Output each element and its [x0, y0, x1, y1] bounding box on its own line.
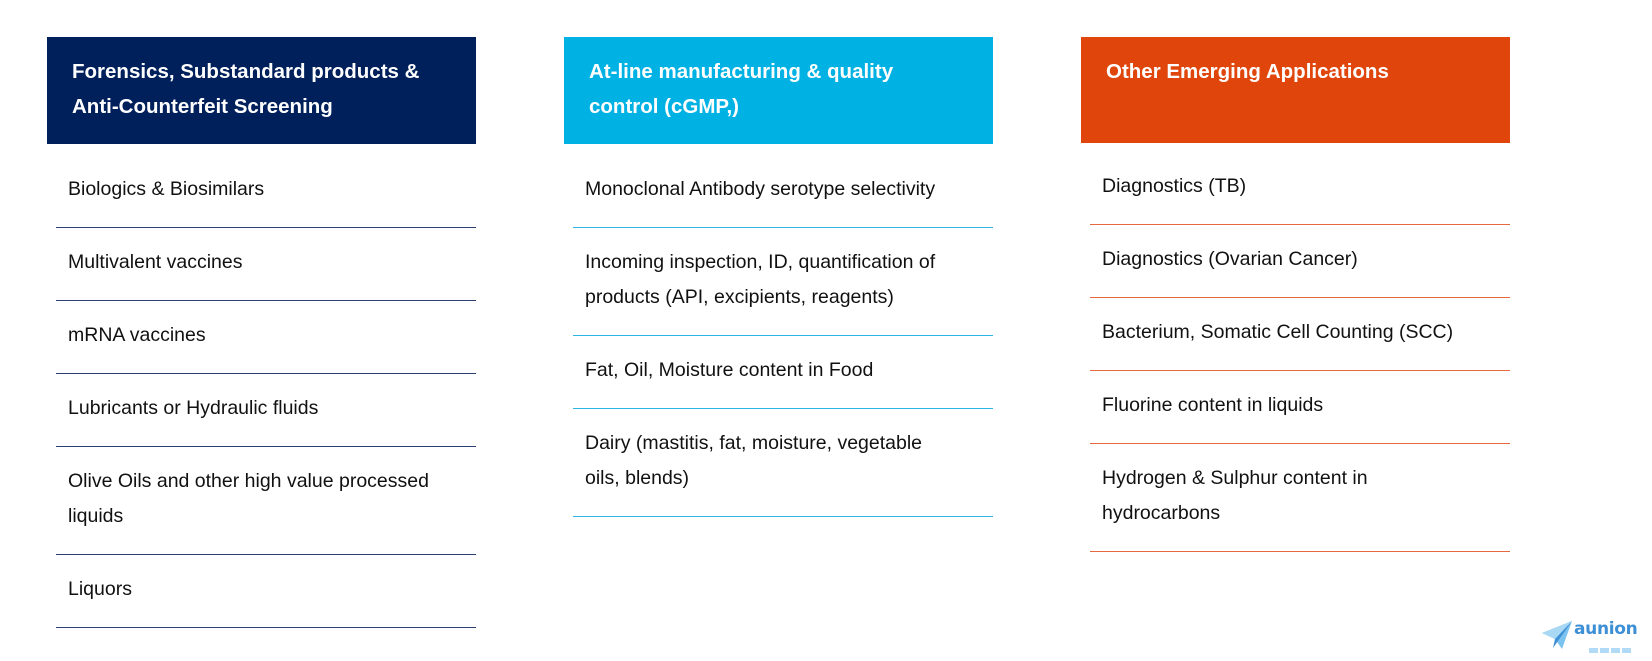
application-list: Monoclonal Antibody serotype selectivity…	[573, 155, 993, 517]
list-item: Incoming inspection, ID, quantification …	[573, 228, 993, 336]
list-item-text: Fat, Oil, Moisture content in Food	[585, 359, 874, 381]
list-item: Hydrogen & Sulphur content in hydrocarbo…	[1090, 444, 1510, 552]
logo-wordmark: aunion	[1574, 619, 1638, 639]
column-other-emerging: Other Emerging Applications Diagnostics …	[1081, 37, 1510, 552]
list-item-text: Diagnostics (Ovarian Cancer)	[1102, 248, 1358, 270]
list-item-text: Lubricants or Hydraulic fluids	[68, 397, 319, 419]
list-item-text: Hydrogen & Sulphur content in	[1102, 467, 1368, 489]
application-list: Diagnostics (TB) Diagnostics (Ovarian Ca…	[1090, 152, 1510, 552]
list-item: Lubricants or Hydraulic fluids	[56, 374, 476, 447]
list-item: Biologics & Biosimilars	[56, 155, 476, 228]
paper-plane-icon	[1542, 621, 1572, 649]
list-item-text: liquids	[68, 505, 124, 527]
list-item: Diagnostics (TB)	[1090, 152, 1510, 225]
list-item-text: Monoclonal Antibody serotype selectivity	[585, 178, 936, 200]
list-item-text: Multivalent vaccines	[68, 251, 243, 273]
list-item: Liquors	[56, 555, 476, 628]
list-item: Fat, Oil, Moisture content in Food	[573, 336, 993, 409]
list-item: mRNA vaccines	[56, 301, 476, 374]
list-item: Multivalent vaccines	[56, 228, 476, 301]
column-header-line: At-line manufacturing & quality	[589, 60, 894, 83]
list-item-text: Biologics & Biosimilars	[68, 178, 265, 200]
list-item-text: hydrocarbons	[1102, 502, 1221, 524]
list-item: Diagnostics (Ovarian Cancer)	[1090, 225, 1510, 298]
logo-subtext	[1589, 640, 1637, 653]
list-item: Dairy (mastitis, fat, moisture, vegetabl…	[573, 409, 993, 517]
column-header-line: control (cGMP,)	[589, 95, 739, 118]
list-item-text: oils, blends)	[585, 467, 690, 489]
column-forensics: Forensics, Substandard products & Anti-C…	[47, 37, 476, 628]
list-item-text: Bacterium, Somatic Cell Counting (SCC)	[1102, 321, 1454, 343]
list-item: Olive Oils and other high value processe…	[56, 447, 476, 555]
list-item-text: Diagnostics (TB)	[1102, 175, 1247, 197]
column-at-line-manufacturing: At-line manufacturing & quality control …	[564, 37, 993, 517]
list-item: Fluorine content in liquids	[1090, 371, 1510, 444]
list-item-text: Fluorine content in liquids	[1102, 394, 1324, 416]
column-header-line: Other Emerging Applications	[1106, 60, 1389, 83]
column-header: Forensics, Substandard products & Anti-C…	[47, 37, 476, 144]
column-header: Other Emerging Applications	[1081, 37, 1510, 143]
list-item: Monoclonal Antibody serotype selectivity	[573, 155, 993, 228]
list-item-text: Olive Oils and other high value processe…	[68, 470, 429, 492]
list-item-text: Dairy (mastitis, fat, moisture, vegetabl…	[585, 432, 923, 454]
list-item-text: mRNA vaccines	[68, 324, 206, 346]
aunion-logo: aunion	[1541, 619, 1645, 653]
column-header-line: Forensics, Substandard products &	[72, 60, 420, 83]
column-header: At-line manufacturing & quality control …	[564, 37, 993, 144]
list-item-text: Liquors	[68, 578, 132, 600]
list-item: Bacterium, Somatic Cell Counting (SCC)	[1090, 298, 1510, 371]
list-item-text: products (API, excipients, reagents)	[585, 286, 894, 308]
application-list: Biologics & Biosimilars Multivalent vacc…	[56, 155, 476, 628]
list-item-text: Incoming inspection, ID, quantification …	[585, 251, 936, 273]
column-header-line: Anti-Counterfeit Screening	[72, 95, 333, 118]
